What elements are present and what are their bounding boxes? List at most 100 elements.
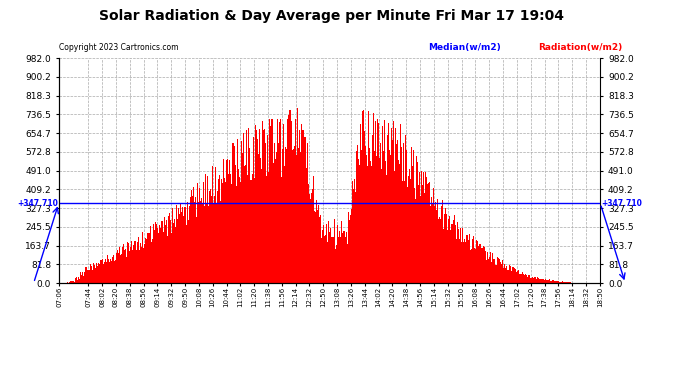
- Bar: [235, 165, 236, 283]
- Bar: [434, 206, 435, 283]
- Bar: [389, 150, 390, 283]
- Bar: [512, 267, 513, 283]
- Bar: [416, 156, 417, 283]
- Bar: [430, 206, 431, 283]
- Bar: [474, 248, 475, 283]
- Bar: [104, 262, 105, 283]
- Bar: [540, 279, 541, 283]
- Bar: [228, 174, 229, 283]
- Bar: [87, 270, 88, 283]
- Bar: [219, 175, 220, 283]
- Bar: [550, 280, 551, 283]
- Bar: [277, 123, 278, 283]
- Bar: [431, 197, 432, 283]
- Bar: [411, 147, 412, 283]
- Bar: [535, 279, 537, 283]
- Bar: [511, 271, 512, 283]
- Bar: [484, 247, 485, 283]
- Bar: [479, 244, 480, 283]
- Bar: [172, 208, 173, 283]
- Bar: [488, 259, 489, 283]
- Bar: [202, 202, 203, 283]
- Bar: [455, 225, 456, 283]
- Bar: [217, 161, 219, 283]
- Bar: [420, 189, 422, 283]
- Bar: [300, 152, 301, 283]
- Bar: [73, 281, 74, 283]
- Bar: [368, 111, 369, 283]
- Bar: [566, 282, 567, 283]
- Bar: [129, 251, 130, 283]
- Bar: [537, 279, 538, 283]
- Bar: [403, 143, 404, 283]
- Bar: [506, 263, 507, 283]
- Bar: [567, 282, 568, 283]
- Bar: [262, 120, 263, 283]
- Bar: [538, 278, 539, 283]
- Bar: [174, 219, 175, 283]
- Bar: [467, 235, 468, 283]
- Bar: [205, 197, 206, 283]
- Bar: [222, 183, 223, 283]
- Bar: [220, 201, 221, 283]
- Bar: [247, 175, 248, 283]
- Bar: [444, 214, 445, 283]
- Bar: [327, 242, 328, 283]
- Bar: [86, 267, 87, 283]
- Bar: [452, 224, 453, 283]
- Bar: [470, 241, 471, 283]
- Bar: [191, 190, 192, 283]
- Bar: [136, 250, 137, 283]
- Bar: [569, 282, 571, 283]
- Bar: [367, 166, 368, 283]
- Bar: [143, 248, 144, 283]
- Bar: [489, 257, 490, 283]
- Bar: [152, 239, 153, 283]
- Bar: [196, 217, 197, 283]
- Bar: [353, 189, 354, 283]
- Bar: [236, 186, 237, 283]
- Bar: [200, 201, 201, 283]
- Bar: [125, 249, 126, 283]
- Bar: [78, 277, 79, 283]
- Bar: [181, 223, 182, 283]
- Bar: [113, 255, 114, 283]
- Bar: [253, 137, 254, 283]
- Bar: [461, 242, 462, 283]
- Bar: [432, 204, 433, 283]
- Bar: [364, 131, 365, 283]
- Bar: [357, 146, 358, 283]
- Bar: [341, 222, 342, 283]
- Bar: [213, 203, 214, 283]
- Bar: [501, 264, 502, 283]
- Bar: [486, 255, 487, 283]
- Bar: [170, 220, 171, 283]
- Bar: [281, 123, 282, 283]
- Bar: [330, 228, 331, 283]
- Bar: [369, 147, 370, 283]
- Bar: [496, 265, 497, 283]
- Bar: [509, 265, 510, 283]
- Bar: [169, 213, 170, 283]
- Bar: [551, 281, 552, 283]
- Bar: [291, 121, 292, 283]
- Bar: [438, 219, 439, 283]
- Bar: [287, 119, 288, 283]
- Text: Solar Radiation & Day Average per Minute Fri Mar 17 19:04: Solar Radiation & Day Average per Minute…: [99, 9, 564, 23]
- Bar: [246, 130, 247, 283]
- Bar: [450, 210, 451, 283]
- Bar: [304, 147, 305, 283]
- Bar: [276, 152, 277, 283]
- Bar: [295, 118, 296, 283]
- Bar: [138, 237, 139, 283]
- Bar: [454, 215, 455, 283]
- Bar: [352, 181, 353, 283]
- Bar: [565, 282, 566, 283]
- Bar: [85, 267, 86, 283]
- Bar: [554, 281, 555, 283]
- Bar: [446, 209, 447, 283]
- Bar: [483, 246, 484, 283]
- Bar: [149, 232, 150, 283]
- Bar: [132, 250, 133, 283]
- Bar: [173, 223, 174, 283]
